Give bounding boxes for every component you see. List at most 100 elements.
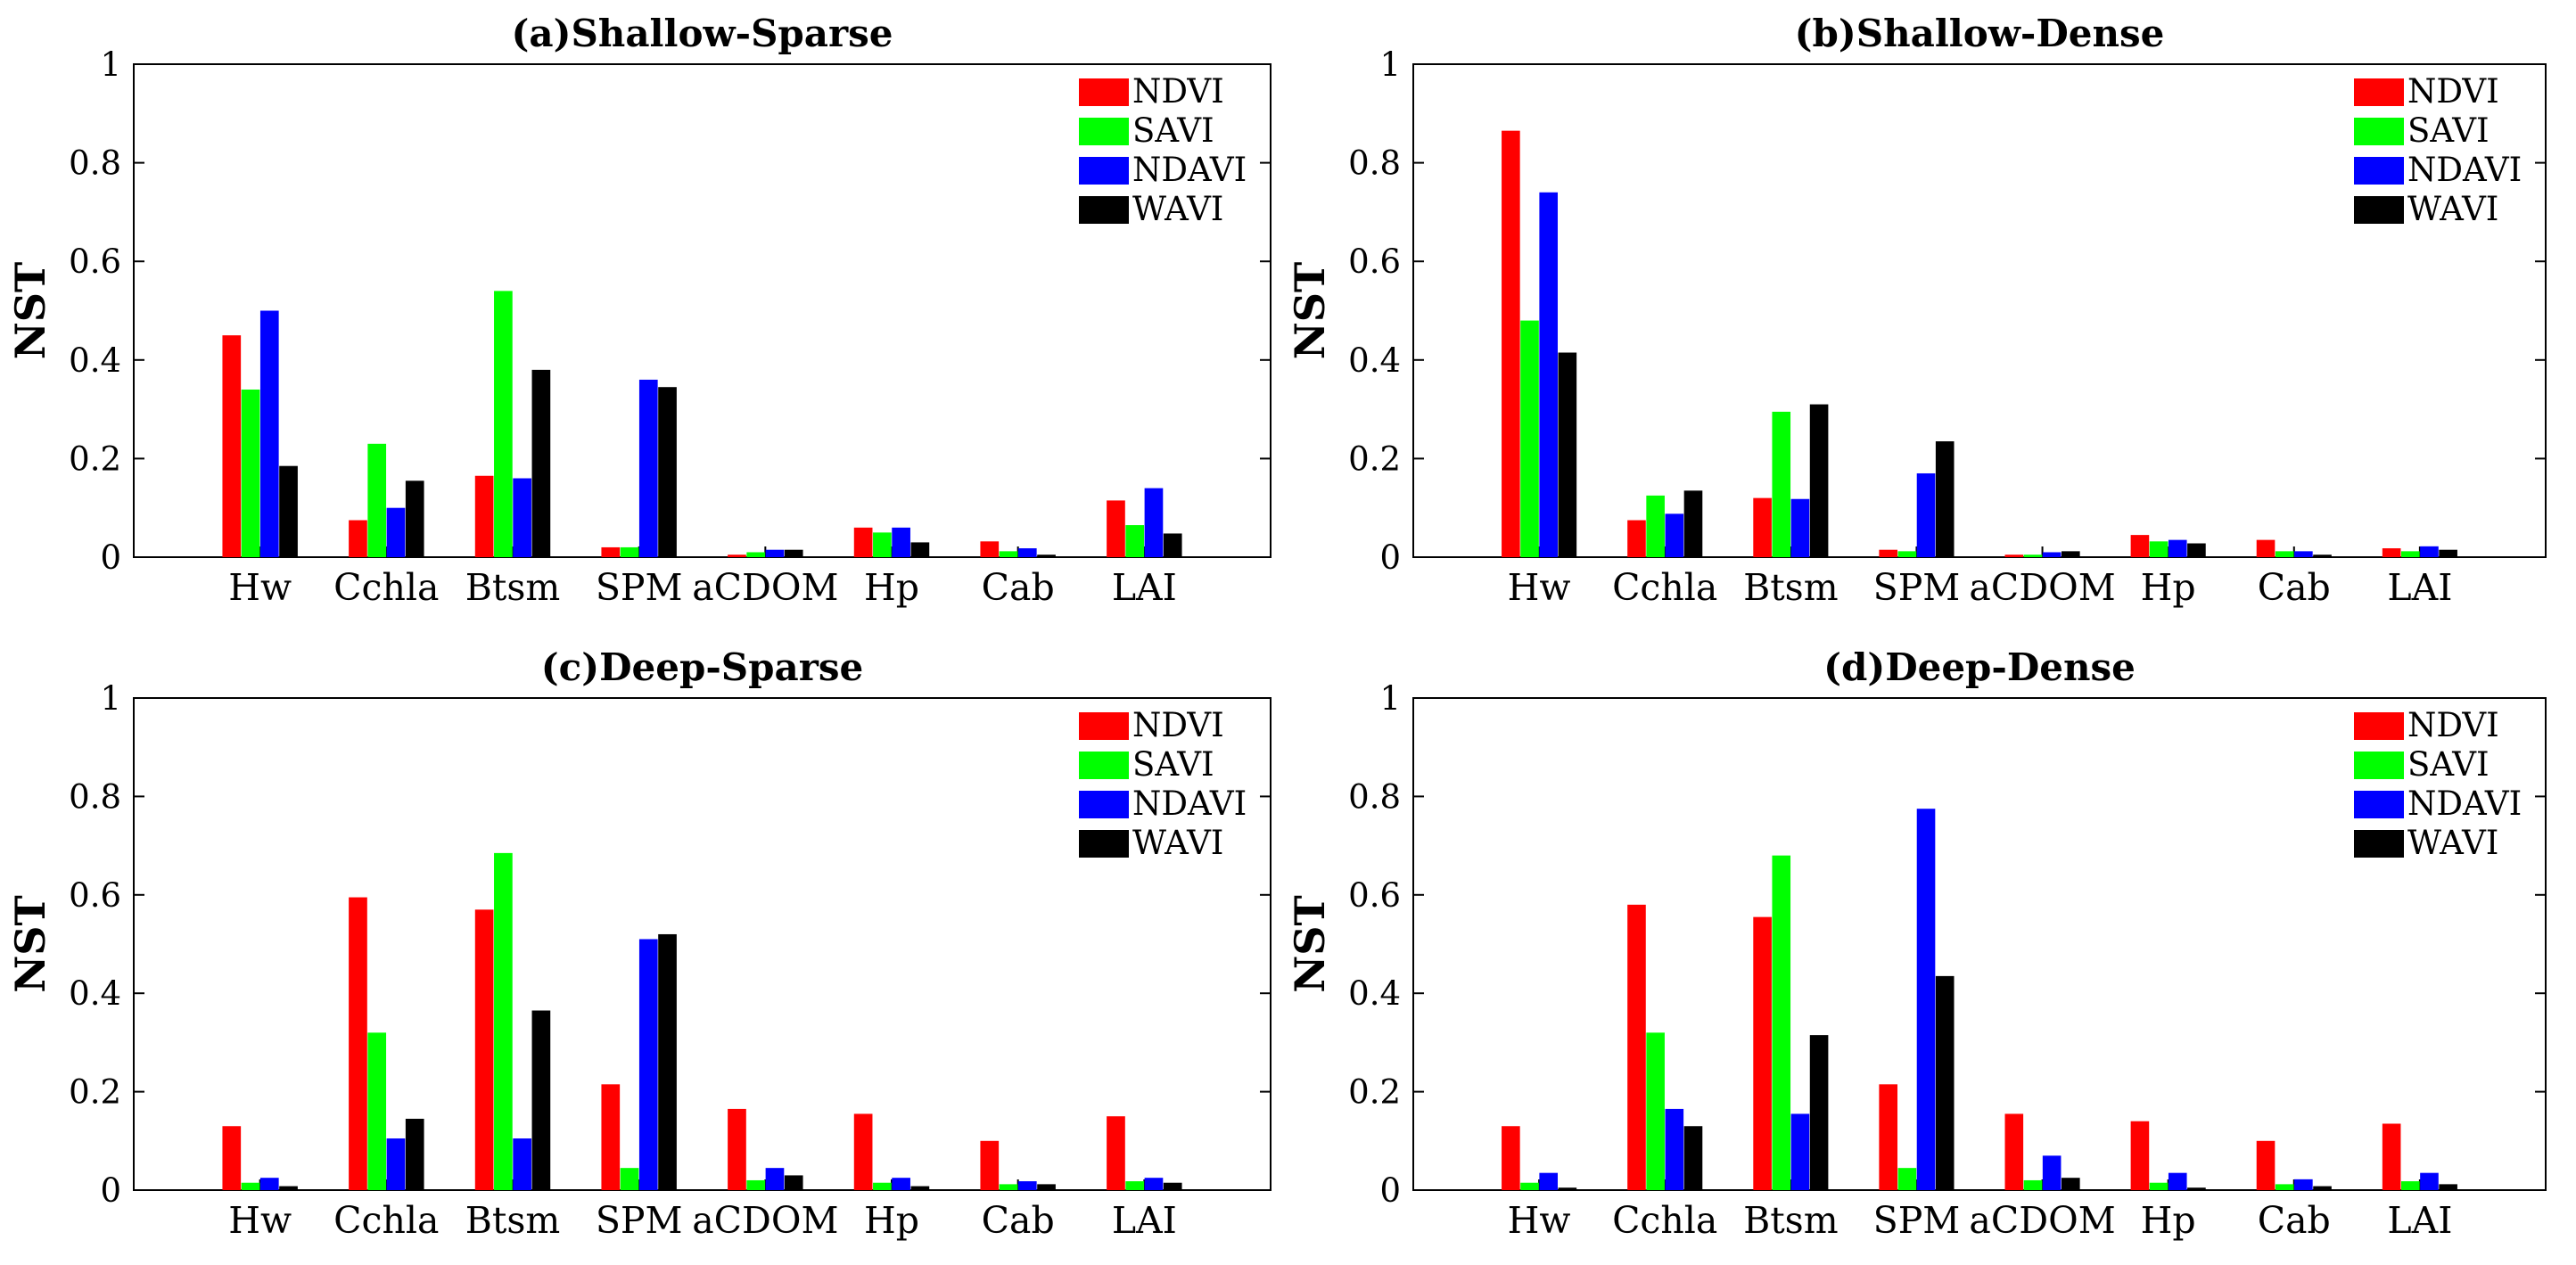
legend-swatch-ndvi (1079, 712, 1129, 740)
legend-swatch-ndavi (1079, 157, 1129, 185)
panel-b-category-label-cchla: Cchla (1612, 566, 1717, 609)
panel-c-bar-spm-ndvi (601, 1084, 621, 1190)
panel-a-bar-cchla-ndvi (349, 520, 367, 557)
panel-c-bar-cchla-wavi (405, 1118, 424, 1190)
panel-b-bar-hw-wavi (1558, 352, 1577, 557)
panel-a-bar-hp-ndvi (853, 527, 873, 557)
panel-a-bar-hw-ndavi (259, 310, 279, 557)
legend-label-ndavi: NDAVI (1132, 151, 1247, 189)
panel-d-bar-acdom-ndvi (2004, 1113, 2024, 1190)
legend-swatch-ndvi (2354, 712, 2404, 740)
panel-a-y-axis-label: NST (6, 262, 54, 360)
panel-c-bar-acdom-wavi (784, 1175, 803, 1190)
legend-swatch-ndvi (1079, 78, 1129, 106)
panel-c-category-label-hw: Hw (228, 1199, 292, 1242)
panel-c-bar-acdom-ndvi (728, 1108, 746, 1190)
panel-d-category-label-cab: Cab (2258, 1199, 2331, 1242)
legend-label-wavi: WAVI (1132, 824, 1223, 862)
panel-b-bar-cchla-ndvi (1627, 520, 1646, 557)
panel-c-bar-hw-savi (241, 1182, 260, 1190)
panel-d-category-label-cchla: Cchla (1612, 1199, 1717, 1242)
panel-b-category-label-acdom: aCDOM (1969, 566, 2115, 609)
panel-b-bar-hw-savi (1520, 320, 1539, 557)
panel-c-y-tick-label: 1 (100, 679, 121, 718)
panel-c-bar-btsm-ndvi (474, 909, 494, 1190)
legend-swatch-ndavi (2354, 791, 2404, 818)
panel-d-bar-hw-savi (1520, 1182, 1539, 1190)
panel-d-bar-spm-savi (1897, 1168, 1917, 1190)
panel-a-bar-cchla-savi (367, 443, 387, 557)
panel-d-bar-acdom-savi (2023, 1179, 2043, 1190)
panel-d-y-tick-label: 0.4 (1348, 974, 1401, 1013)
panel-a-bar-hw-wavi (279, 465, 298, 557)
panel-d-bar-cchla-wavi (1683, 1126, 1703, 1190)
panel-b-axes-box (1412, 63, 2547, 558)
panel-b-bar-hw-ndavi (1539, 192, 1558, 557)
panel-c-axes-box (133, 697, 1272, 1191)
panel-a-bar-spm-wavi (658, 387, 677, 557)
panel-a-bar-hp-savi (873, 532, 892, 557)
panel-b-category-label-hp: Hp (2141, 566, 2196, 609)
panel-c-bar-hp-wavi (910, 1186, 930, 1190)
panel-a-bar-hw-ndvi (222, 335, 242, 557)
panel-b-bar-btsm-savi (1772, 411, 1791, 557)
panel-d-bar-cchla-ndvi (1627, 904, 1646, 1190)
panel-c-y-tick-label: 0.6 (69, 876, 121, 915)
panel-b-bar-cab-ndvi (2256, 539, 2276, 557)
panel-d-bar-acdom-ndavi (2042, 1155, 2062, 1190)
panel-c-chart: (c)Deep-Sparse NST 0 0.2 0.4 0.6 0.8 1 Hw Cchla Bt… (6, 645, 1272, 1242)
legend-swatch-savi (1079, 752, 1129, 779)
legend-label-ndvi: NDVI (1132, 72, 1224, 111)
panel-d-bar-spm-ndavi (1916, 809, 1936, 1190)
panel-b-y-tick-label: 0.2 (1348, 439, 1401, 478)
panel-c-bar-hw-ndavi (259, 1178, 279, 1190)
panel-a-chart: (a)Shallow-Sparse NST 0 0.2 0.4 0.6 0.8 1 Hw Cchl… (6, 12, 1272, 609)
panel-a-bar-spm-ndvi (601, 546, 621, 557)
panel-b-category-label-hw: Hw (1508, 566, 1571, 609)
panel-d-bar-cchla-savi (1646, 1032, 1665, 1190)
panel-b-bar-hp-ndavi (2168, 539, 2187, 557)
panel-c-bar-acdom-ndavi (765, 1168, 785, 1190)
panel-a-bar-cab-ndavi (1017, 548, 1037, 557)
panel-c-bar-cab-wavi (1037, 1184, 1056, 1190)
panel-d-bar-cab-ndvi (2256, 1140, 2276, 1190)
panel-b-bar-lai-ndavi (2420, 546, 2439, 557)
panel-d-bar-btsm-ndvi (1753, 916, 1772, 1190)
panel-a-bar-cchla-ndavi (386, 507, 406, 557)
panel-d-category-label-hw: Hw (1508, 1199, 1571, 1242)
panel-c-bar-acdom-savi (746, 1179, 766, 1190)
panel-a-bar-hp-ndavi (892, 527, 910, 557)
panel-b-bar-cab-wavi (2313, 554, 2332, 557)
panel-d-category-label-hp: Hp (2141, 1199, 2196, 1242)
panel-b-category-label-cab: Cab (2258, 566, 2331, 609)
panel-b-bar-cchla-ndavi (1665, 513, 1684, 557)
panel-d-bar-lai-wavi (2439, 1184, 2457, 1190)
panel-c-category-label-cab: Cab (982, 1199, 1055, 1242)
panel-c-bar-hp-ndvi (853, 1113, 873, 1190)
panel-d-bar-hw-wavi (1558, 1187, 1577, 1190)
panel-b-bar-acdom-ndvi (2004, 554, 2024, 557)
panel-b-bar-spm-ndavi (1916, 472, 1936, 557)
legend-label-savi: SAVI (2407, 745, 2490, 784)
panel-a-axes-box (133, 63, 1272, 558)
panel-d-category-label-spm: SPM (1873, 1199, 1961, 1242)
legend-label-ndvi: NDVI (1132, 706, 1224, 744)
panel-b-category-label-spm: SPM (1873, 566, 1961, 609)
legend-swatch-wavi (2354, 830, 2404, 858)
legend-label-savi: SAVI (2407, 111, 2490, 150)
panel-d-y-axis-label: NST (1286, 895, 1334, 993)
panel-b-y-tick-label: 0 (1379, 538, 1401, 577)
panel-a-bar-cab-ndvi (980, 541, 1000, 557)
panel-a-bar-hp-wavi (910, 542, 930, 557)
panel-a-y-tick-label: 0 (100, 538, 121, 577)
panel-d-category-label-acdom: aCDOM (1969, 1199, 2115, 1242)
panel-b-bar-lai-ndvi (2382, 548, 2401, 557)
panel-a-category-label-lai: LAI (1112, 566, 1177, 609)
panel-c-bar-cab-ndvi (980, 1140, 1000, 1190)
panel-a-bar-lai-savi (1125, 525, 1145, 557)
panel-a-category-label-cab: Cab (982, 566, 1055, 609)
panel-c-bar-spm-savi (620, 1168, 639, 1190)
panel-d-chart: (d)Deep-Dense NST 0 0.2 0.4 0.6 0.8 1 Hw Cchla Bts… (1286, 645, 2547, 1242)
